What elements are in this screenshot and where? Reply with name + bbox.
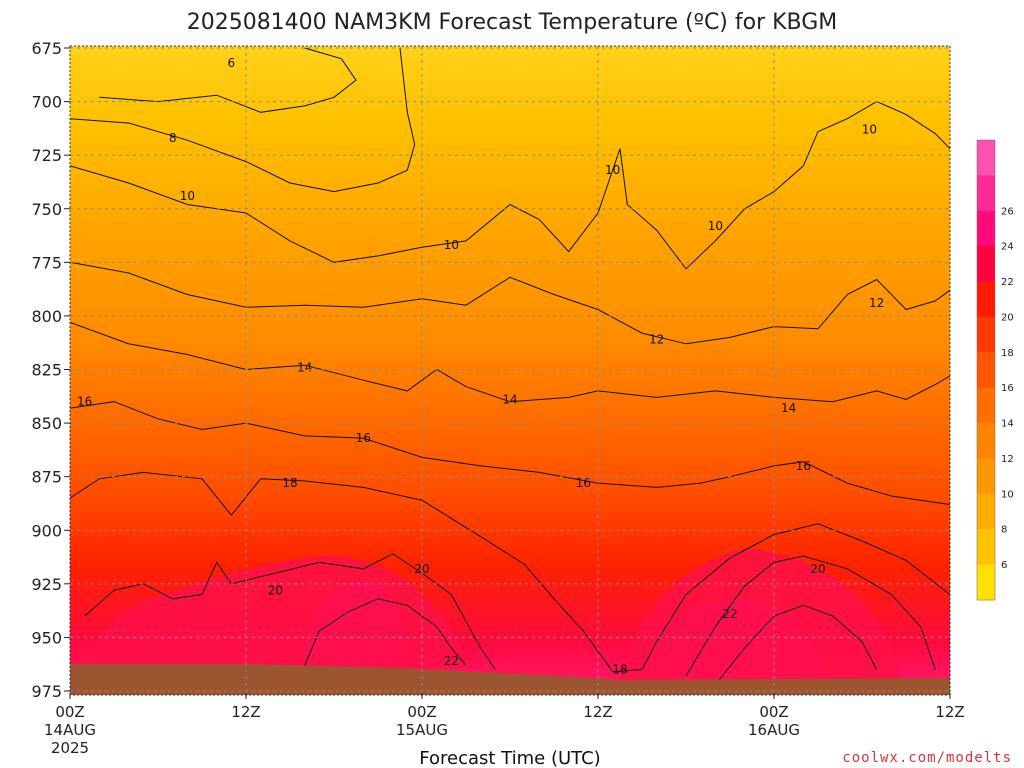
isotherm-label: 14	[297, 360, 312, 374]
isotherm-label: 10	[708, 219, 723, 233]
warm-layer-day2	[620, 548, 900, 680]
isotherm-label: 12	[869, 296, 884, 310]
plot-frame	[69, 45, 951, 696]
colorbar-swatch	[977, 140, 995, 176]
x-tick-label: 12Z	[583, 703, 612, 721]
y-tick-label: 900	[31, 521, 62, 540]
grid-lines	[70, 46, 950, 695]
isotherm-contours	[70, 47, 950, 685]
colorbar-swatch	[977, 564, 995, 601]
isotherm-label: 22	[444, 654, 459, 668]
colorbar-swatch	[977, 316, 995, 353]
x-tick-label: 00Z	[407, 703, 436, 721]
colorbar-label: 6	[1001, 560, 1007, 571]
isotherm-22	[714, 604, 878, 685]
colorbar-frame	[976, 139, 996, 601]
isotherm-label: 18	[612, 663, 627, 677]
pressure-axis: 675 700 725 750 775 800 825 850 875 900 925 950 975	[31, 39, 70, 701]
colorbar-label: 8	[1001, 525, 1007, 536]
isotherm-14	[70, 321, 950, 403]
x-tick-year: 2025	[51, 739, 89, 757]
colorbar-swatch	[977, 352, 995, 389]
isotherm-22	[304, 598, 467, 666]
y-tick-label: 950	[31, 628, 62, 647]
credit-text: coolwx.com/modelts	[842, 750, 1012, 766]
colorbar: 6 8 10 12 14 16 18 20 22 24 26	[976, 139, 1014, 601]
isotherm-20	[84, 553, 496, 670]
isotherm-label: 16	[576, 476, 591, 490]
colorbar-label: 10	[1001, 489, 1014, 500]
y-tick-label: 750	[31, 200, 62, 219]
colorbar-swatch	[977, 387, 995, 424]
isotherm-label: 14	[781, 401, 796, 415]
colorbar-label: 14	[1001, 419, 1014, 430]
colorbar-label: 26	[1001, 206, 1014, 217]
isotherm-label: 8	[169, 131, 177, 145]
isotherm-label: 16	[796, 459, 811, 473]
y-tick-label: 700	[31, 93, 62, 112]
colorbar-swatch	[977, 529, 995, 566]
isotherm-20	[685, 555, 936, 677]
isotherm-16	[70, 401, 950, 505]
colorbar-swatch	[977, 423, 995, 459]
x-tick-date: 15AUG	[396, 721, 448, 739]
colorbar-label: 12	[1001, 454, 1014, 465]
y-tick-label: 925	[31, 575, 62, 594]
isotherm-8	[70, 47, 416, 193]
isotherm-labels: 6 8 10 10 10 10 10 12 12 14 14 14 16 16 16 16 18 18 20 20 20…	[77, 56, 884, 677]
isotherm-12	[70, 261, 950, 345]
colorbar-swatch	[977, 493, 995, 530]
colorbar-label: 24	[1001, 242, 1014, 253]
isotherm-label: 16	[356, 431, 371, 445]
y-tick-label: 875	[31, 468, 62, 487]
terrain-below-ground	[70, 664, 950, 695]
x-tick-date: 14AUG	[44, 721, 96, 739]
colorbar-swatch	[977, 210, 995, 247]
colorbar-label: 20	[1001, 312, 1014, 323]
isotherm-label: 10	[180, 189, 195, 203]
x-axis-label: Forecast Time (UTC)	[419, 748, 600, 768]
colorbar-swatch	[977, 175, 995, 212]
y-tick-label: 800	[31, 307, 62, 326]
isotherm-label: 18	[282, 476, 297, 490]
y-tick-label: 775	[31, 253, 62, 272]
y-tick-label: 850	[31, 414, 62, 433]
isotherm-label: 10	[605, 163, 620, 177]
colorbar-swatch	[977, 281, 995, 318]
plot-area: 6 8 10 10 10 10 10 12 12 14 14 14 16 16 16 16 18 18 20 20 20…	[70, 46, 950, 695]
colorbar-swatch	[977, 458, 995, 495]
isotherm-label: 10	[444, 238, 459, 252]
isotherm-label: 14	[502, 393, 517, 407]
x-tick-label: 00Z	[759, 703, 788, 721]
isotherm-label: 20	[414, 562, 429, 576]
isotherm-label: 22	[722, 607, 737, 621]
x-tick-label: 12Z	[935, 703, 964, 721]
isotherm-label: 10	[862, 122, 877, 136]
colorbar-swatch	[977, 246, 995, 283]
warm-layer-day1	[80, 555, 470, 668]
isotherm-18	[70, 471, 950, 673]
colorbar-label: 18	[1001, 348, 1014, 359]
isotherm-label: 6	[228, 56, 236, 70]
y-tick-label: 825	[31, 361, 62, 380]
isotherm-label: 20	[810, 562, 825, 576]
y-tick-label: 725	[31, 146, 62, 165]
y-tick-label: 975	[31, 682, 62, 701]
x-tick-label: 00Z	[55, 703, 84, 721]
colorbar-label: 22	[1001, 277, 1014, 288]
colorbar-label: 16	[1001, 383, 1014, 394]
x-tick-label: 12Z	[231, 703, 260, 721]
isotherm-10	[70, 101, 950, 270]
isotherm-label: 12	[649, 332, 664, 346]
y-tick-label: 675	[31, 39, 62, 58]
isotherm-label: 20	[268, 583, 283, 597]
chart-title: 2025081400 NAM3KM Forecast Temperature (…	[187, 10, 838, 35]
isotherm-6	[99, 47, 357, 113]
x-tick-date: 16AUG	[748, 721, 800, 739]
isotherm-label: 16	[77, 395, 92, 409]
